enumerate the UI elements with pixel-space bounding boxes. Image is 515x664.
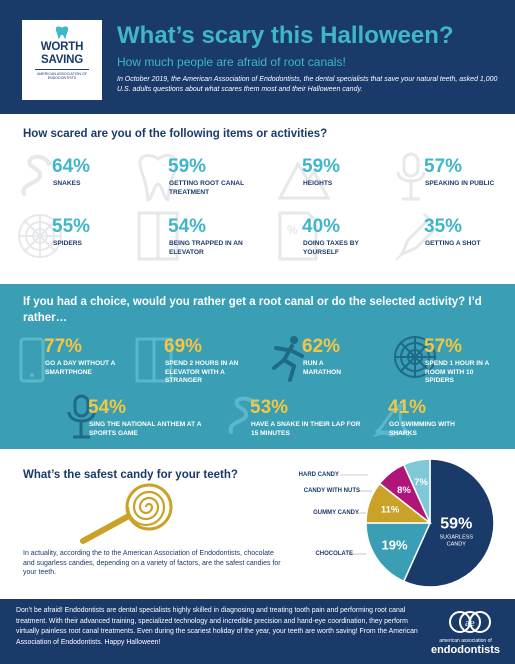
- fear-pct-6: 54%: [168, 216, 207, 237]
- logo-sub-line1: American Association of: [36, 72, 88, 76]
- elevator-icon: [135, 337, 173, 383]
- fear-pct-2: 59%: [168, 156, 207, 177]
- rather-label-1: GO A DAY WITHOUT A SMARTPHONE: [45, 360, 116, 376]
- candy-question: What’s the safest candy for your teeth?: [23, 469, 238, 481]
- rather-pct-3: 62%: [302, 336, 341, 357]
- tax-form-icon: %: [278, 211, 318, 261]
- fear-label-5: SPIDERS: [53, 240, 82, 247]
- intro-text: In October 2019, the American Associatio…: [117, 76, 498, 93]
- tooth-logo-icon: [55, 26, 69, 40]
- fear-pct-4: 57%: [424, 156, 463, 177]
- svg-text:ae: ae: [465, 617, 475, 629]
- snake-icon: [228, 396, 258, 434]
- fear-label-2: GETTING ROOT CANAL TREATMENT: [169, 180, 244, 196]
- shark-fin-icon: [373, 400, 412, 438]
- pie-sublabel-1: SUGARLESS: [439, 535, 473, 541]
- fear-pct-7: 40%: [302, 216, 341, 237]
- rather-label-2: SPEND 2 HOURS IN AN ELEVATOR WITH A STRA…: [165, 360, 239, 384]
- rather-label-4: SPEND 1 HOUR IN A ROOM WITH 10 SPIDERS: [425, 360, 489, 384]
- fears-question: How scared are you of the following item…: [23, 128, 328, 140]
- rather-pct-1: 77%: [44, 336, 83, 357]
- microphone-icon: [396, 152, 426, 201]
- footer-text: Don’t be afraid! Endodontists are dental…: [16, 607, 418, 646]
- fears-section: How scared are you of the following item…: [0, 114, 515, 284]
- header: WORTH SAVING American Association of End…: [0, 0, 515, 114]
- fear-pct-1: 64%: [52, 156, 91, 177]
- pie-slice-chocolate: [365, 522, 432, 583]
- syringe-icon: [395, 212, 438, 261]
- mountain-icon: [278, 160, 330, 200]
- aae-logo-icon: ae: [449, 611, 491, 633]
- pie-legend-gummy-candy: GUMMY CANDY: [313, 510, 359, 516]
- logo-sub-line2: Endodontists: [47, 76, 77, 81]
- pie-sublabel-2: CANDY: [447, 542, 467, 548]
- fear-pct-5: 55%: [52, 216, 91, 237]
- candy-section: What’s the safest candy for your teeth? …: [0, 449, 515, 599]
- tooth-icon: [138, 154, 178, 202]
- spiderweb-icon: [18, 214, 62, 258]
- runner-icon: [272, 336, 304, 382]
- candy-pie-chart: 59% SUGARLESS CANDY 19% 11% 8% 7% HARD CANDY C…: [270, 449, 515, 599]
- footer: Don’t be afraid! Endodontists are dental…: [0, 599, 515, 664]
- pie-legend-hard-candy: HARD CANDY: [298, 472, 339, 478]
- fear-pct-3: 59%: [302, 156, 341, 177]
- rather-pct-6: 53%: [250, 397, 289, 418]
- fear-pct-8: 35%: [424, 216, 463, 237]
- rather-pct-2: 69%: [164, 336, 203, 357]
- pie-value-label-2: 19%: [382, 537, 408, 552]
- aae-org-line1: american association of: [439, 638, 492, 644]
- fear-label-3: HEIGHTS: [303, 180, 333, 187]
- spiderweb-icon: [394, 336, 436, 378]
- page-title: What’s scary this Halloween?: [117, 22, 454, 49]
- pie-slice-sugarless-candy: [402, 458, 495, 588]
- fear-label-4: SPEAKING IN PUBLIC: [425, 180, 495, 187]
- rather-label-7: GO SWIMMING WITH SHARKS: [389, 421, 455, 437]
- elevator-icon: [137, 211, 179, 261]
- rather-label-6: HAVE A SNAKE IN THEIR LAP FOR 15 MINUTES: [251, 421, 361, 437]
- pie-value-label-5: 7%: [414, 477, 428, 488]
- pie-legend-chocolate: CHOCOLATE: [315, 551, 353, 557]
- pie-legend-candy-with-nuts: CANDY WITH NUTS: [303, 488, 360, 494]
- pie-value-label-1: 59%: [440, 516, 472, 533]
- pie-value-label-4: 8%: [397, 485, 411, 496]
- fear-label-7: DOING TAXES BY YOURSELF: [303, 240, 359, 256]
- rather-pct-4: 57%: [424, 336, 463, 357]
- logo-divider: [35, 69, 89, 70]
- page-subtitle: How much people are afraid of root canal…: [117, 55, 346, 69]
- fear-label-8: GETTING A SHOT: [425, 240, 481, 247]
- aae-org-line2: endodontists: [430, 644, 501, 656]
- rather-question: If you had a choice, would you rather ge…: [23, 296, 482, 324]
- smartphone-icon: [19, 337, 45, 383]
- worth-saving-logo: WORTH SAVING American Association of End…: [22, 20, 102, 100]
- lollipop-icon: [80, 483, 173, 544]
- snake-icon: [21, 154, 52, 196]
- rather-label-3: RUN A MARATHON: [303, 360, 341, 376]
- fear-label-1: SNAKES: [53, 180, 81, 187]
- rather-label-5: SING THE NATIONAL ANTHEM AT A SPORTS GAM…: [89, 421, 202, 437]
- pie-slice-hard-candy: [402, 458, 431, 524]
- fear-label-6: BEING TRAPPED IN AN ELEVATOR: [169, 240, 243, 256]
- logo-title-line2: SAVING: [40, 54, 84, 66]
- logo-title-line1: WORTH: [40, 41, 84, 53]
- svg-text:%: %: [287, 223, 298, 237]
- rather-section: If you had a choice, would you rather ge…: [0, 284, 515, 449]
- pie-value-label-3: 11%: [381, 505, 400, 516]
- rather-pct-5: 54%: [88, 397, 127, 418]
- microphone-icon: [67, 394, 96, 439]
- rather-pct-7: 41%: [388, 397, 427, 418]
- candy-explanation: In actuality, according the to the Ameri…: [23, 550, 281, 576]
